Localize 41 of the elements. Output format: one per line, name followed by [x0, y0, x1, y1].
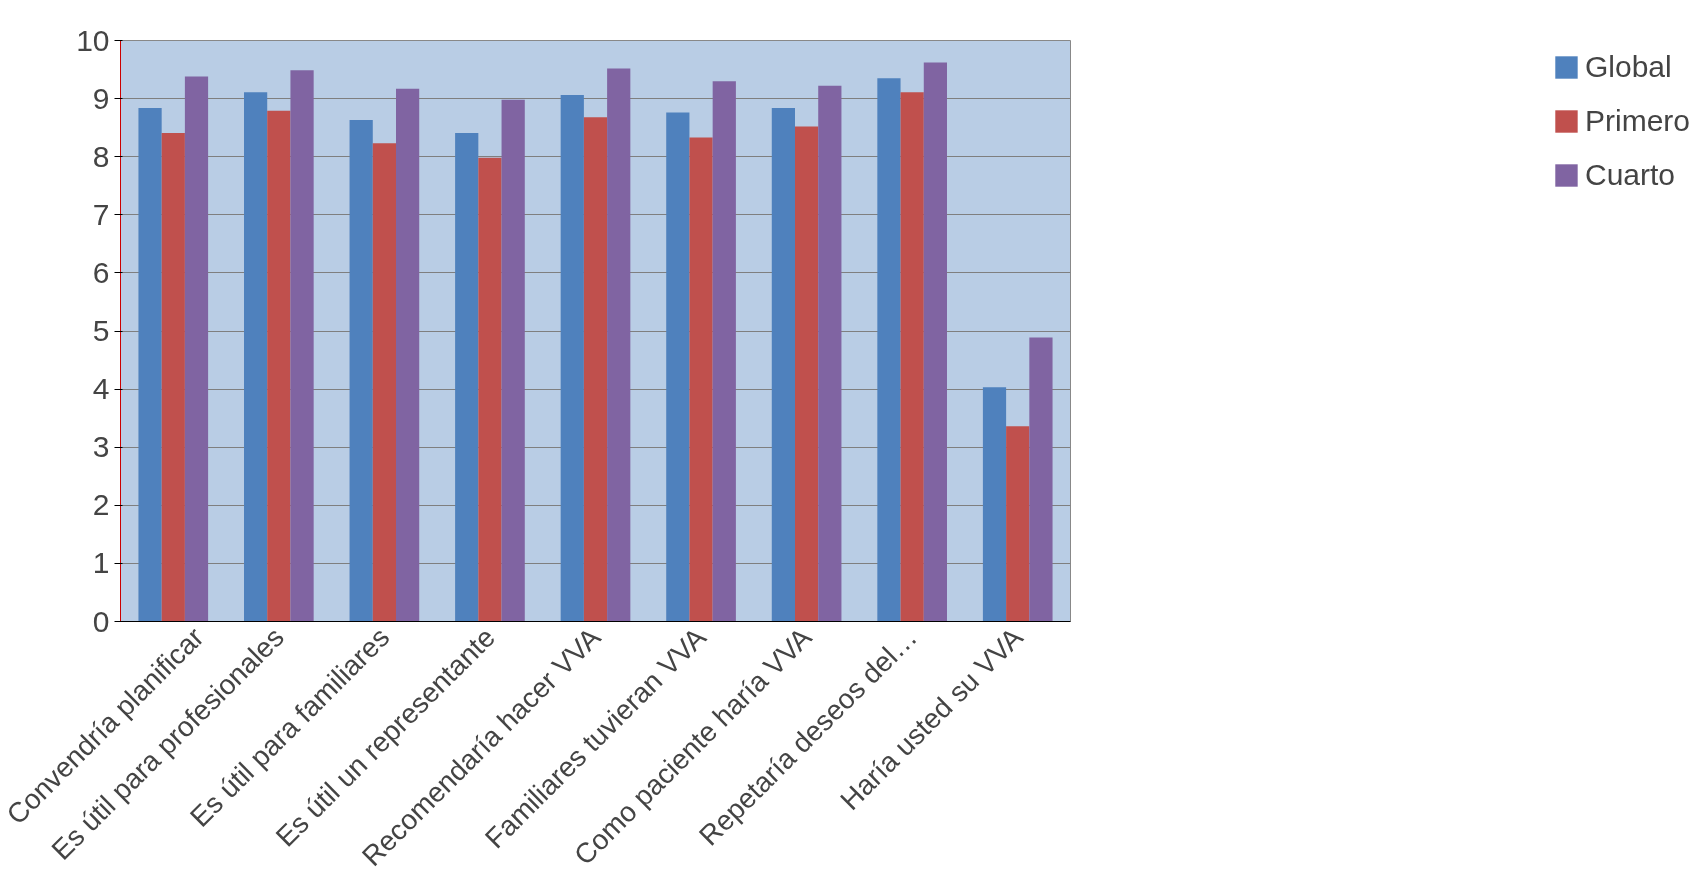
bar [982, 387, 1007, 622]
bar [795, 126, 819, 622]
bar [290, 70, 314, 622]
bar [396, 88, 420, 622]
bar [184, 76, 209, 622]
bar [349, 120, 373, 622]
y-tick-label: 8 [92, 139, 110, 173]
bar [607, 68, 631, 622]
bar [689, 137, 713, 622]
bar [244, 92, 268, 622]
y-tick-label: 2 [92, 488, 110, 522]
bar [923, 62, 947, 622]
y-tick-label: 6 [92, 255, 110, 289]
bar [501, 99, 525, 622]
bar [900, 92, 924, 622]
bar [560, 95, 584, 622]
legend-label: Primero [1584, 104, 1690, 138]
y-tick-label: 10 [76, 23, 110, 57]
bar [1006, 426, 1030, 622]
y-tick-label: 7 [92, 197, 110, 231]
legend-label: Global [1584, 50, 1672, 84]
bar [372, 143, 396, 622]
y-tick-label: 3 [92, 430, 110, 464]
y-tick-label: 1 [92, 546, 110, 580]
bar [161, 132, 185, 622]
bar [818, 85, 842, 622]
y-tick-label: 5 [92, 314, 110, 347]
bar [478, 157, 502, 622]
bar [1029, 337, 1053, 622]
y-tick-label: 9 [92, 81, 110, 115]
y-tick-label: 0 [92, 604, 110, 638]
bar [267, 110, 291, 622]
bar [666, 112, 690, 622]
legend-label: Cuarto [1584, 158, 1676, 192]
y-tick-label: 4 [92, 372, 110, 406]
bar [455, 132, 479, 622]
bar [712, 81, 736, 622]
bar [138, 107, 162, 622]
bar [877, 78, 901, 622]
bar [771, 107, 795, 622]
bar [583, 117, 608, 622]
